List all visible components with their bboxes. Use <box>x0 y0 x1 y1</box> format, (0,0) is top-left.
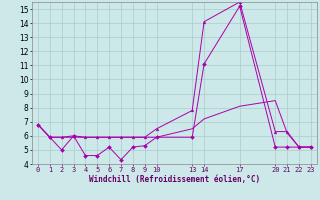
X-axis label: Windchill (Refroidissement éolien,°C): Windchill (Refroidissement éolien,°C) <box>89 175 260 184</box>
